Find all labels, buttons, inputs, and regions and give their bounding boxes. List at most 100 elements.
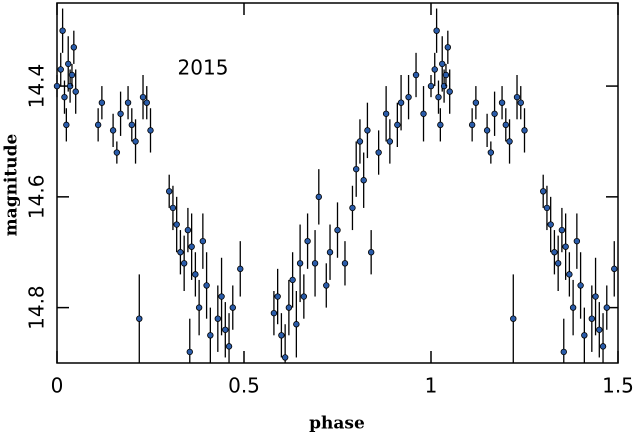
data-point — [274, 293, 281, 300]
data-point — [94, 121, 102, 129]
data-point — [136, 315, 143, 322]
data-point — [285, 304, 293, 311]
data-point — [547, 221, 554, 228]
data-point — [128, 121, 135, 129]
data-point — [611, 265, 618, 273]
data-point — [59, 27, 66, 34]
data-point — [124, 99, 132, 106]
data-point — [109, 127, 117, 134]
data-point — [375, 149, 382, 156]
data-point — [435, 93, 442, 101]
data-point — [483, 127, 491, 134]
data-point — [517, 99, 524, 106]
data-point — [581, 332, 588, 339]
data-point — [566, 271, 573, 278]
data-point — [543, 204, 551, 212]
y-tick-label: 14.6 — [25, 175, 49, 220]
data-point — [588, 315, 596, 322]
x-axis-label: phase — [309, 414, 365, 434]
data-point — [341, 260, 349, 267]
data-point — [412, 71, 420, 79]
data-point — [356, 138, 364, 145]
data-point — [65, 60, 72, 68]
x-tick-label: 0.5 — [228, 374, 260, 398]
data-point — [293, 321, 300, 328]
data-point — [433, 27, 440, 34]
data-point — [513, 93, 521, 101]
data-point — [502, 121, 509, 129]
data-point — [192, 271, 199, 278]
y-tick-label: 14.4 — [25, 64, 49, 109]
data-point — [281, 354, 289, 361]
data-point — [165, 188, 173, 195]
data-point — [394, 121, 401, 129]
data-point — [70, 44, 78, 51]
data-point — [214, 315, 222, 322]
data-point — [491, 110, 498, 117]
data-point — [551, 249, 558, 256]
data-point — [558, 226, 566, 234]
data-point — [444, 44, 452, 51]
data-point — [472, 99, 480, 106]
data-point — [117, 110, 124, 117]
data-point — [521, 127, 528, 134]
data-point — [184, 226, 192, 234]
data-point — [498, 99, 506, 106]
data-point — [420, 110, 427, 117]
plot-frame — [56, 2, 619, 364]
data-point — [203, 282, 210, 289]
data-point — [446, 88, 453, 95]
data-point — [592, 293, 599, 300]
data-point — [218, 293, 225, 300]
data-point — [510, 315, 517, 322]
data-point — [270, 309, 278, 317]
data-point — [334, 226, 341, 234]
data-point — [237, 265, 244, 273]
data-point — [173, 221, 180, 228]
data-point — [405, 93, 412, 101]
data-point — [506, 138, 513, 145]
data-point — [596, 326, 603, 333]
x-tick-label: 1 — [425, 374, 438, 398]
data-point — [397, 99, 405, 106]
data-point — [323, 282, 330, 289]
data-point — [143, 99, 150, 106]
data-point — [199, 237, 207, 245]
data-point — [560, 348, 567, 356]
data-point — [278, 332, 285, 339]
data-point — [562, 243, 569, 250]
data-point — [222, 326, 229, 333]
data-point — [603, 304, 610, 311]
data-point — [573, 237, 581, 245]
data-point — [540, 188, 547, 195]
data-point — [296, 260, 304, 267]
data-point — [439, 60, 446, 68]
data-point — [326, 249, 334, 256]
data-point — [229, 304, 236, 311]
data-point — [315, 193, 322, 201]
data-point — [364, 127, 371, 134]
data-point — [304, 237, 311, 245]
data-point — [468, 121, 476, 129]
data-point — [427, 82, 435, 90]
data-point — [554, 260, 562, 267]
data-point — [569, 304, 577, 311]
data-point — [57, 66, 64, 73]
data-point — [195, 304, 203, 311]
data-point — [186, 348, 193, 356]
y-tick-label: 14.8 — [25, 285, 49, 330]
data-point — [188, 243, 195, 250]
data-point — [353, 165, 360, 173]
data-point — [98, 99, 106, 106]
x-tick-label: 0 — [51, 374, 64, 398]
data-point — [487, 149, 495, 156]
data-point — [431, 66, 438, 73]
data-point — [349, 204, 356, 212]
data-point — [289, 276, 296, 284]
data-point — [442, 71, 450, 79]
data-point — [437, 121, 444, 129]
data-point — [132, 138, 139, 145]
data-point — [577, 282, 584, 289]
data-point — [53, 82, 61, 90]
